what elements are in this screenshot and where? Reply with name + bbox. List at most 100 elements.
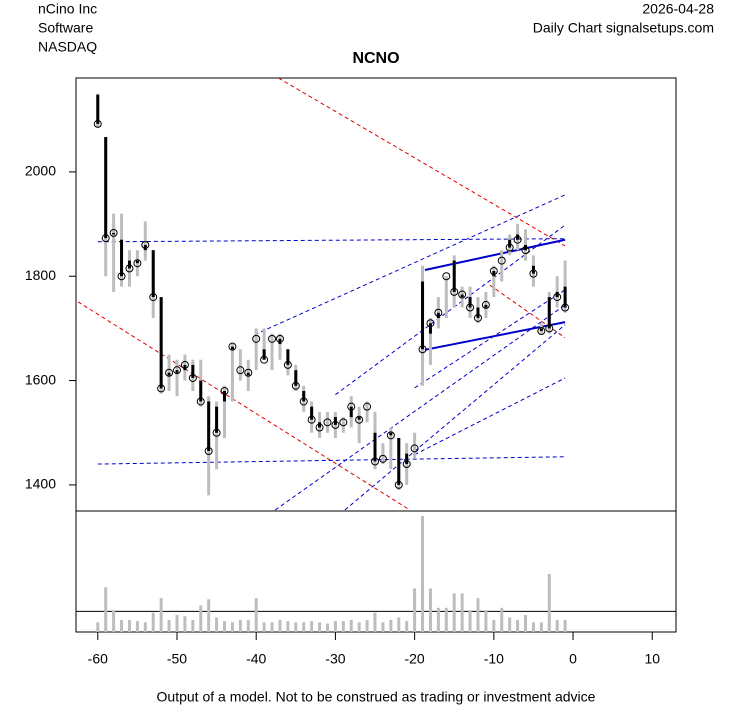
close-marker: [236, 366, 245, 375]
trend-line: [344, 324, 566, 511]
close-marker: [260, 355, 269, 364]
close-marker: [513, 235, 522, 244]
volume-bar: [215, 617, 219, 632]
volume-bar: [389, 619, 393, 632]
volume-bar: [563, 619, 567, 632]
volume-bar: [112, 610, 116, 632]
close-marker: [141, 240, 150, 249]
volume-bar: [539, 622, 543, 632]
close-marker: [220, 387, 229, 396]
sector: Software: [38, 20, 93, 36]
y-tick-label: 2000: [25, 163, 56, 179]
volume-bar: [373, 612, 377, 632]
close-marker: [355, 415, 364, 424]
close-marker: [323, 418, 332, 427]
y-tick-label: 1400: [25, 476, 56, 492]
x-tick-label: 10: [644, 651, 660, 667]
close-marker: [418, 345, 427, 354]
volume-bar: [325, 623, 329, 632]
close-marker: [473, 313, 482, 322]
plot-frame: [75, 77, 677, 633]
close-marker: [268, 334, 277, 343]
close-marker: [529, 269, 538, 278]
volume-bar: [159, 598, 163, 632]
volume-bar: [524, 615, 528, 632]
close-marker: [458, 290, 467, 299]
source: Daily Chart signalsetups.com: [533, 20, 714, 36]
volume-bar: [421, 515, 425, 632]
volume-bar: [207, 599, 211, 632]
close-marker: [157, 384, 166, 393]
volume-bar: [96, 622, 100, 632]
volume-bar: [318, 622, 322, 632]
close-marker: [450, 287, 459, 296]
close-marker: [402, 460, 411, 469]
close-marker: [228, 342, 237, 351]
close-marker: [117, 272, 126, 281]
x-tick-label: -30: [325, 651, 345, 667]
volume-bar: [492, 619, 496, 632]
volume-bar: [349, 619, 353, 632]
volume-bar: [302, 622, 306, 632]
trend-line: [414, 289, 566, 389]
trend-line: [278, 78, 566, 247]
trend-line: [335, 224, 566, 396]
volume-bar: [484, 610, 488, 632]
close-marker: [442, 272, 451, 281]
volume-bar: [223, 621, 227, 632]
trend-line: [97, 456, 566, 465]
volume-bar: [333, 621, 337, 632]
close-marker: [481, 300, 490, 309]
x-tick-label: -60: [88, 651, 108, 667]
chart-title: NCNO: [352, 50, 399, 67]
close-marker: [410, 444, 419, 453]
volume-bar: [508, 617, 512, 632]
close-marker: [315, 423, 324, 432]
volume-bar: [547, 573, 551, 632]
close-marker: [505, 243, 514, 252]
close-marker: [394, 480, 403, 489]
close-marker: [291, 381, 300, 390]
trend-line: [424, 321, 566, 351]
volume-bar: [357, 622, 361, 632]
volume-bar: [104, 587, 108, 632]
volume-bar: [341, 621, 345, 632]
close-marker: [93, 119, 102, 128]
close-marker: [196, 397, 205, 406]
x-tick-label: -20: [404, 651, 424, 667]
volume-bar: [286, 621, 290, 632]
close-marker: [339, 418, 348, 427]
close-marker: [244, 368, 253, 377]
close-marker: [275, 334, 284, 343]
close-marker: [545, 324, 554, 333]
footer: Output of a model. Not to be construed a…: [157, 689, 596, 705]
close-marker: [434, 308, 443, 317]
volume-bar: [516, 619, 520, 632]
volume-bar: [500, 607, 504, 632]
volume-bar: [428, 588, 432, 632]
volume-bar: [468, 610, 472, 632]
close-marker: [386, 431, 395, 440]
close-marker: [125, 264, 134, 273]
close-marker: [537, 327, 546, 336]
close-marker: [497, 256, 506, 265]
x-tick-label: -10: [484, 651, 504, 667]
volume-bar: [120, 619, 124, 632]
volume-bar: [191, 619, 195, 632]
close-marker: [347, 402, 356, 411]
trend-line: [274, 304, 566, 511]
volume-bar: [381, 622, 385, 632]
volume-bar: [460, 593, 464, 632]
volume-bar: [365, 619, 369, 632]
trend-line: [424, 238, 566, 271]
volume-bar: [310, 621, 314, 632]
volume-bar: [270, 622, 274, 632]
volume-bar: [397, 617, 401, 632]
volume-bar: [230, 622, 234, 632]
close-marker: [101, 234, 110, 243]
close-marker: [307, 415, 316, 424]
exchange: NASDAQ: [38, 39, 97, 55]
close-marker: [371, 457, 380, 466]
close-marker: [149, 293, 158, 302]
